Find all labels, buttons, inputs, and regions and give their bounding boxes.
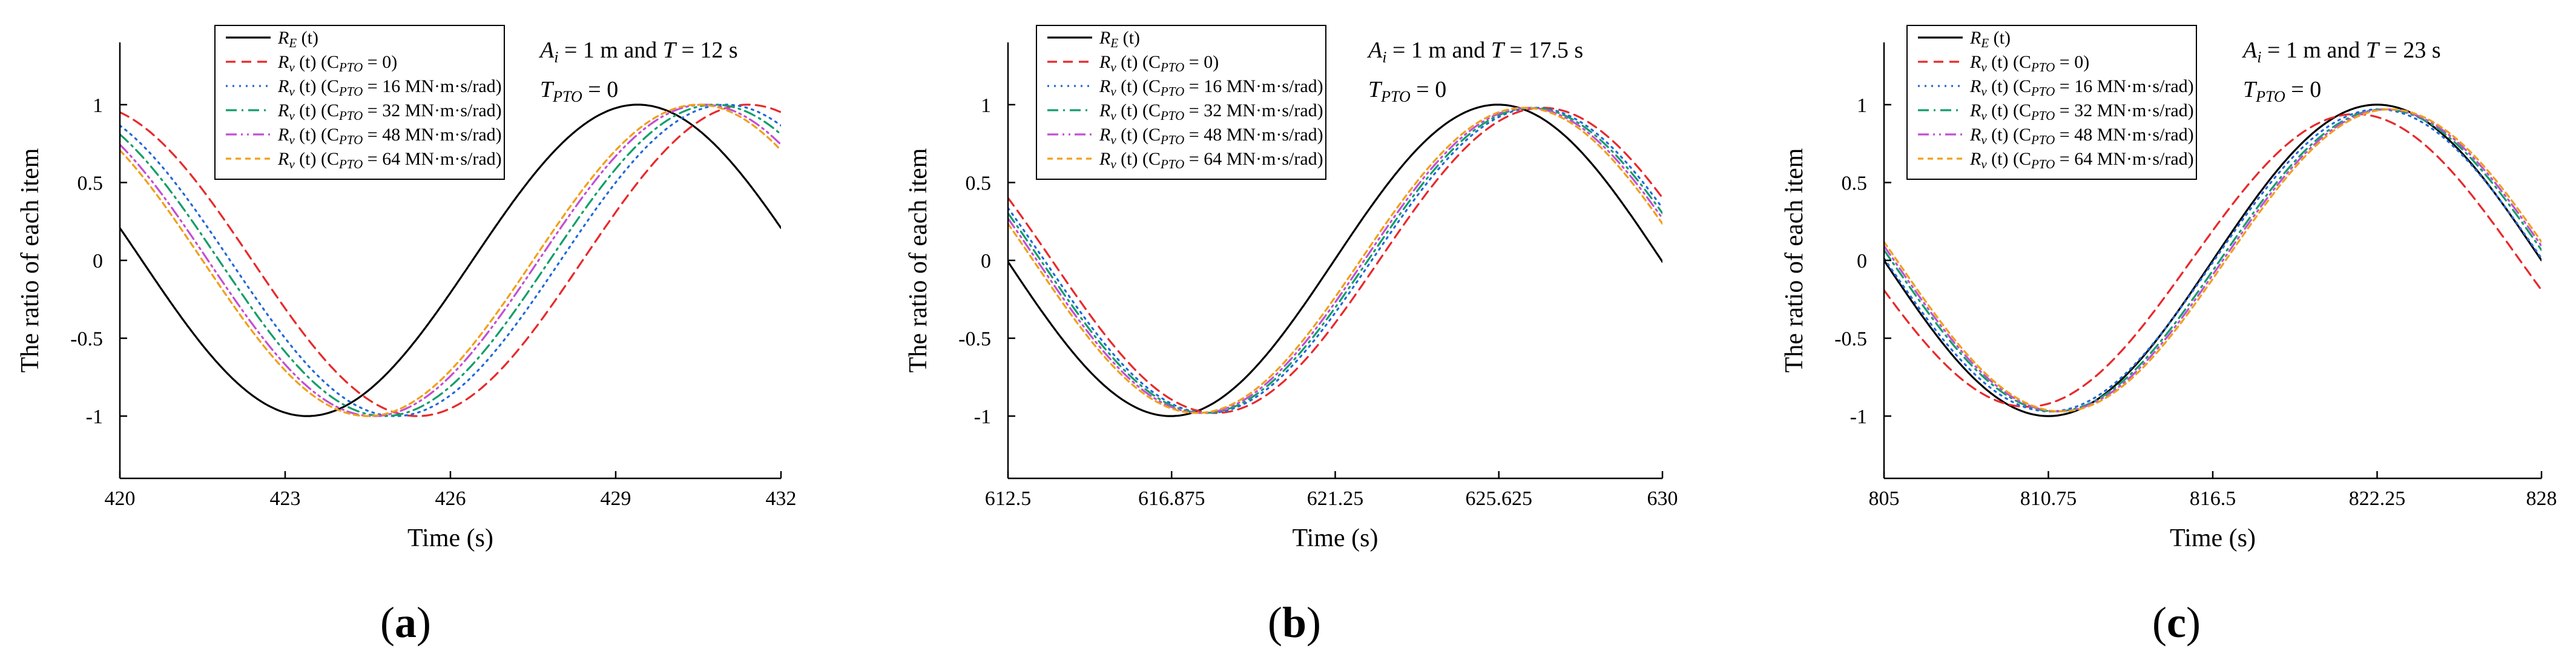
- y-tick-label: 1: [981, 94, 991, 117]
- legend-entry-1: Rv (t) (CPTO = 0): [277, 52, 397, 74]
- chart-panel-c: 805 810.75 816.5 822.25 828 -1 -0.5 0 0.5 1 Time (…: [1780, 25, 2557, 647]
- y-tick-label: 0.5: [77, 172, 104, 194]
- y-tick-label: 1: [93, 94, 103, 117]
- annotation-line-1: Ai = 1 m and T = 23 s: [2241, 38, 2441, 66]
- x-tick-label: 423: [270, 487, 301, 510]
- legend-box: [1906, 25, 2197, 180]
- series-line-5: [120, 104, 781, 417]
- legend-entry-1: Rv (t) (CPTO = 0): [1099, 52, 1219, 74]
- x-tick-label: 816.5: [2190, 487, 2236, 510]
- legend-entry-0: RE (t): [277, 28, 318, 50]
- legend-box: [214, 25, 505, 180]
- x-tick-label: 805: [1869, 487, 1900, 510]
- annotation-line-1: Ai = 1 m and T = 12 s: [538, 38, 738, 66]
- annotation-line-2: TPTO = 0: [1368, 77, 1446, 105]
- x-tick-label: 621.25: [1307, 487, 1364, 510]
- x-axis-label: Time (s): [2170, 524, 2256, 552]
- y-tick-label: -0.5: [1834, 328, 1867, 351]
- x-tick-label: 420: [105, 487, 136, 510]
- legend-entry-4: Rv (t) (CPTO = 48 MN·m·s/rad): [1969, 125, 2194, 147]
- series-line-0: [120, 104, 781, 417]
- x-axis-label: Time (s): [407, 524, 493, 552]
- series-line-5: [1884, 108, 2541, 412]
- series-line-2: [1008, 107, 1662, 414]
- legend-entry-3: Rv (t) (CPTO = 32 MN·m·s/rad): [1099, 101, 1323, 123]
- y-tick-label: -1: [974, 406, 991, 428]
- y-tick-label: 0: [93, 250, 103, 272]
- series-line-1: [1884, 113, 2541, 408]
- x-axis-label: Time (s): [1293, 524, 1379, 552]
- annotation-line-1: Ai = 1 m and T = 17.5 s: [1366, 38, 1583, 66]
- y-tick-label: -1: [1850, 406, 1867, 428]
- y-tick-label: 1: [1857, 94, 1867, 117]
- y-axis-label: The ratio of each item: [16, 148, 44, 372]
- legend-entry-0: RE (t): [1969, 28, 2011, 50]
- legend: RE (t)Rv (t) (CPTO = 0)Rv (t) (CPTO = 16…: [214, 25, 505, 180]
- series-line-4: [120, 104, 781, 417]
- legend-entry-5: Rv (t) (CPTO = 64 MN·m·s/rad): [277, 149, 502, 171]
- series-line-4: [1884, 108, 2541, 412]
- annotation-line-2: TPTO = 0: [2243, 77, 2321, 105]
- legend: RE (t)Rv (t) (CPTO = 0)Rv (t) (CPTO = 16…: [1036, 25, 1326, 180]
- series-line-2: [120, 104, 781, 417]
- series-line-3: [120, 104, 781, 417]
- series-line-5: [1008, 107, 1662, 414]
- y-tick-label: 0: [981, 250, 991, 272]
- legend-entry-2: Rv (t) (CPTO = 16 MN·m·s/rad): [1969, 76, 2194, 99]
- panel-label: (b): [1268, 598, 1321, 647]
- y-tick-label: -0.5: [958, 328, 991, 351]
- legend-entry-2: Rv (t) (CPTO = 16 MN·m·s/rad): [277, 76, 502, 99]
- legend-entry-4: Rv (t) (CPTO = 48 MN·m·s/rad): [277, 125, 502, 147]
- legend: RE (t)Rv (t) (CPTO = 0)Rv (t) (CPTO = 16…: [1906, 25, 2197, 180]
- x-tick-label: 625.625: [1466, 487, 1533, 510]
- legend-entry-3: Rv (t) (CPTO = 32 MN·m·s/rad): [277, 101, 502, 123]
- chart-panel-a: 420 423 426 429 432 -1 -0.5 0 0.5 1 Time (s) The ra…: [16, 25, 797, 647]
- legend-entry-0: RE (t): [1099, 28, 1140, 50]
- series-line-2: [1884, 108, 2541, 412]
- y-axis-label: The ratio of each item: [1780, 148, 1808, 372]
- legend-entry-5: Rv (t) (CPTO = 64 MN·m·s/rad): [1099, 149, 1323, 171]
- legend-entry-1: Rv (t) (CPTO = 0): [1969, 52, 2089, 74]
- y-tick-label: 0.5: [1842, 172, 1868, 194]
- x-tick-label: 822.25: [2349, 487, 2406, 510]
- series-line-1: [120, 104, 781, 417]
- x-tick-label: 432: [766, 487, 797, 510]
- annotation-line-2: TPTO = 0: [540, 77, 618, 105]
- y-tick-label: 0.5: [966, 172, 992, 194]
- x-tick-label: 616.875: [1138, 487, 1205, 510]
- x-tick-label: 612.5: [985, 487, 1032, 510]
- x-tick-label: 810.75: [2020, 487, 2077, 510]
- legend-box: [1036, 25, 1326, 180]
- series-group: [120, 104, 781, 417]
- panel-label: (a): [380, 598, 431, 647]
- y-tick-label: 0: [1857, 250, 1867, 272]
- series-line-0: [1008, 104, 1662, 417]
- y-tick-label: -1: [86, 406, 103, 428]
- series-line-4: [1008, 107, 1662, 414]
- panel-label: (c): [2152, 598, 2201, 647]
- series-group: [1008, 104, 1662, 417]
- x-tick-label: 429: [601, 487, 631, 510]
- series-group: [1884, 104, 2541, 417]
- y-axis-label: The ratio of each item: [904, 148, 932, 372]
- series-line-3: [1884, 108, 2541, 412]
- series-line-3: [1008, 107, 1662, 414]
- chart-panel-b: 612.5 616.875 621.25 625.625 630 -1 -0.5 0 0.5 1 T…: [904, 25, 1678, 647]
- x-tick-label: 426: [435, 487, 466, 510]
- series-line-1: [1008, 107, 1662, 414]
- x-tick-label: 828: [2526, 487, 2557, 510]
- x-tick-label: 630: [1647, 487, 1678, 510]
- legend-entry-3: Rv (t) (CPTO = 32 MN·m·s/rad): [1969, 101, 2194, 123]
- legend-entry-2: Rv (t) (CPTO = 16 MN·m·s/rad): [1099, 76, 1323, 99]
- y-tick-label: -0.5: [70, 328, 103, 351]
- legend-entry-4: Rv (t) (CPTO = 48 MN·m·s/rad): [1099, 125, 1323, 147]
- legend-entry-5: Rv (t) (CPTO = 64 MN·m·s/rad): [1969, 149, 2194, 171]
